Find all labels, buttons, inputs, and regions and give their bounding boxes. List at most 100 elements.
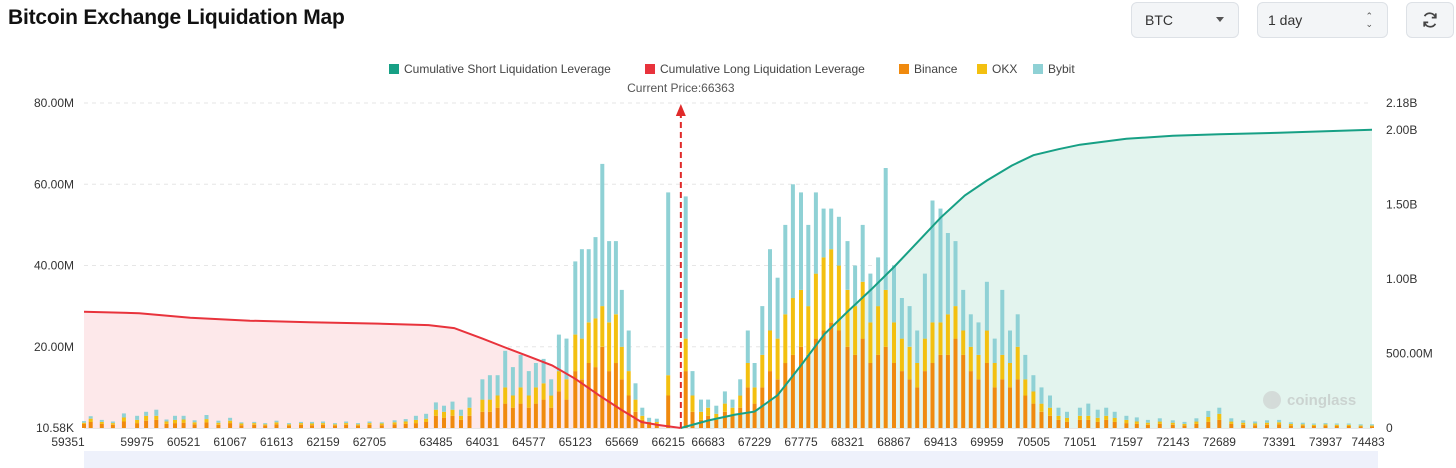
refresh-icon <box>1423 12 1437 28</box>
coin-select-value: BTC <box>1145 12 1173 28</box>
bar-bybit <box>480 379 485 400</box>
bar-okx <box>1112 417 1117 422</box>
long-liquidation-area <box>84 311 681 428</box>
coin-select[interactable]: BTC <box>1131 2 1239 38</box>
bar-okx <box>745 363 750 388</box>
bar-binance <box>968 371 973 428</box>
bar-binance <box>181 422 186 428</box>
bar-binance <box>1023 395 1028 428</box>
bar-binance <box>1124 423 1129 428</box>
x-tick-label: 67775 <box>784 435 818 449</box>
bar-bybit <box>442 405 446 412</box>
short-liquidation-line <box>680 128 1373 429</box>
bar-binance <box>510 407 515 428</box>
bar-okx <box>1334 424 1339 426</box>
bar-bybit <box>892 265 896 323</box>
x-tick-label: 62159 <box>306 435 340 449</box>
refresh-button[interactable] <box>1406 2 1454 38</box>
bar-okx <box>181 419 186 423</box>
bar-bybit <box>144 411 149 416</box>
bar-okx <box>321 423 325 425</box>
bar-bybit <box>1170 420 1175 423</box>
bar-binance <box>690 411 695 429</box>
bar-bybit <box>121 413 126 418</box>
bar-binance <box>121 421 126 428</box>
bar-okx <box>503 387 508 404</box>
bar-binance <box>333 425 337 428</box>
x-tick-label: 70505 <box>1017 435 1051 449</box>
bar-bybit <box>790 184 795 299</box>
bar-bybit <box>883 168 888 290</box>
bar-okx <box>1265 422 1269 425</box>
bar-bybit <box>1300 422 1305 425</box>
bar-okx <box>442 411 446 418</box>
coinglass-logo-icon <box>1263 391 1281 409</box>
bar-binance <box>1358 426 1363 428</box>
bar-bybit <box>549 379 554 396</box>
bar-bybit <box>706 399 711 408</box>
bar-binance <box>714 419 719 428</box>
bar-bybit <box>1358 424 1363 426</box>
bar-bybit <box>907 306 912 347</box>
bar-okx <box>99 421 104 424</box>
current-price-marker <box>675 104 686 428</box>
bar-okx <box>1104 415 1109 420</box>
bar-bybit <box>503 350 508 388</box>
legend-swatch <box>1033 64 1043 74</box>
bar-bybit <box>699 399 703 412</box>
chart-legend: Cumulative Short Liquidation Leverage Cum… <box>389 62 1075 76</box>
bar-okx <box>510 395 515 408</box>
bar-okx <box>121 417 126 422</box>
bar-bybit <box>938 208 943 323</box>
bar-okx <box>1358 425 1363 427</box>
bar-bybit <box>1048 395 1052 408</box>
bar-bybit <box>968 314 973 347</box>
bar-okx <box>1134 421 1139 424</box>
legend-swatch <box>389 64 399 74</box>
bar-binance <box>367 424 372 429</box>
period-select[interactable]: 1 day ⌃ ⌄ <box>1257 2 1388 38</box>
bar-binance <box>480 411 485 429</box>
bar-binance <box>533 403 538 428</box>
bar-binance <box>1370 426 1374 428</box>
bar-okx <box>216 422 221 425</box>
bar-bybit <box>216 420 221 423</box>
bar-bybit <box>647 417 652 422</box>
bar-binance <box>110 424 115 429</box>
bar-bybit <box>1265 420 1269 423</box>
bar-okx <box>868 322 873 363</box>
bar-bybit <box>613 241 618 315</box>
bar-binance <box>938 354 943 428</box>
bar-bybit <box>899 298 904 339</box>
bar-okx <box>714 413 719 420</box>
bar-okx <box>356 424 360 426</box>
bar-okx <box>892 322 896 363</box>
bar-binance <box>915 387 920 428</box>
x-tick-label: 62705 <box>353 435 387 449</box>
bar-okx <box>299 423 303 425</box>
bar-okx <box>541 383 546 400</box>
bar-binance <box>310 425 314 428</box>
bar-bybit <box>821 208 826 258</box>
bar-binance <box>1253 425 1258 428</box>
bar-bybit <box>1077 407 1082 416</box>
bar-binance <box>899 371 904 428</box>
bar-bybit <box>164 419 169 422</box>
bar-bybit <box>1346 423 1351 425</box>
bar-bybit <box>252 421 257 424</box>
bar-okx <box>424 418 429 422</box>
y-right-tick-label: 1.50B <box>1386 197 1417 211</box>
bar-bybit <box>1157 418 1162 422</box>
bar-binance <box>626 395 631 428</box>
bar-okx <box>252 423 257 425</box>
bar-binance <box>1056 419 1061 428</box>
bar-binance <box>1104 419 1109 428</box>
x-tick-label: 73391 <box>1262 435 1296 449</box>
bar-bybit <box>533 363 538 388</box>
bar-okx <box>1277 422 1282 425</box>
bar-bybit <box>730 399 735 408</box>
range-slider-track[interactable] <box>84 451 1378 468</box>
bar-okx <box>82 422 86 424</box>
x-tick-label: 59975 <box>120 435 154 449</box>
bar-binance <box>1311 426 1316 428</box>
